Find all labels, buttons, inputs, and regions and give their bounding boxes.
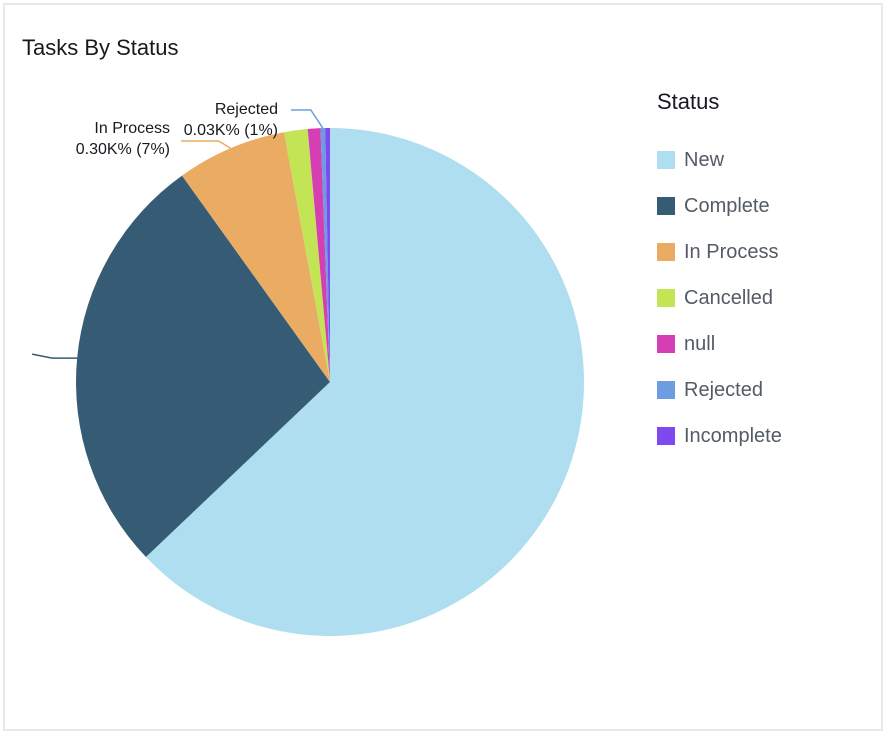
data-label-value: 0.03K% (1%) — [184, 122, 278, 139]
pie-slice-complete[interactable] — [75, 175, 330, 558]
legend-label: In Process — [684, 240, 779, 263]
legend: Status New Complete In Process Cancelled nul… — [657, 89, 782, 459]
pie-slice-incomplete[interactable] — [325, 128, 330, 382]
legend-swatch — [657, 427, 675, 445]
legend-item-in-process[interactable]: In Process — [657, 229, 782, 275]
pie-slice-in-process[interactable] — [181, 132, 330, 382]
data-label-name: Rejected — [215, 101, 278, 118]
pie-slice-rejected[interactable] — [320, 128, 330, 382]
legend-title: Status — [657, 89, 720, 114]
leader-line-rejected — [291, 109, 324, 129]
legend-item-complete[interactable]: Complete — [657, 183, 782, 229]
pie-chart: In Process 0.30K% (7%) Rejected 0.03K% (1%) — [31, 101, 584, 636]
legend-item-rejected[interactable]: Rejected — [657, 367, 782, 413]
legend-swatch — [657, 381, 675, 399]
leader-line-in-process — [181, 140, 231, 149]
legend-label: New — [684, 148, 725, 171]
leader-line-complete — [31, 353, 78, 359]
legend-items: New Complete In Process Cancelled null Reject… — [657, 137, 782, 459]
legend-item-null[interactable]: null — [657, 321, 782, 367]
legend-item-cancelled[interactable]: Cancelled — [657, 275, 782, 321]
legend-swatch — [657, 197, 675, 215]
legend-label: Incomplete — [684, 424, 782, 447]
pie-slice-cancelled[interactable] — [283, 128, 330, 382]
legend-swatch — [657, 335, 675, 353]
pie-slice-null[interactable] — [307, 128, 330, 382]
legend-swatch — [657, 243, 675, 261]
legend-label: Cancelled — [684, 286, 773, 309]
chart-panel: Tasks By Status In Process 0.30K% (7%) Rej… — [3, 3, 883, 731]
data-label-value: 0.30K% (7%) — [76, 141, 170, 158]
legend-swatch — [657, 289, 675, 307]
chart-title: Tasks By Status — [22, 35, 179, 60]
legend-label: Complete — [684, 194, 770, 217]
legend-item-new[interactable]: New — [657, 137, 782, 183]
legend-swatch — [657, 151, 675, 169]
legend-item-incomplete[interactable]: Incomplete — [657, 413, 782, 459]
pie-slice-new[interactable] — [145, 128, 584, 636]
data-label-name: In Process — [94, 120, 170, 137]
legend-label: null — [684, 332, 716, 355]
legend-label: Rejected — [684, 378, 763, 401]
